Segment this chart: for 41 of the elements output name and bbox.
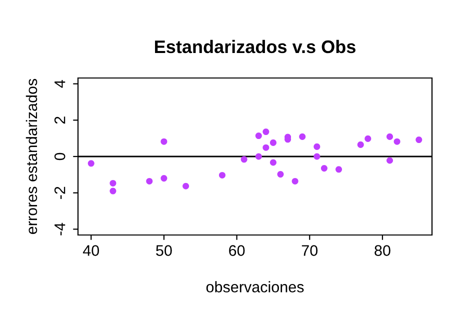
point (320, 165, 328, 172)
point (88, 160, 94, 167)
point (336, 166, 342, 173)
point (240, 156, 248, 163)
x-tick-label: 80 (374, 245, 390, 256)
point (277, 171, 284, 178)
point (110, 188, 116, 194)
x-tick-label: 70 (302, 245, 318, 256)
point (314, 153, 320, 160)
y-tick-label: 4 (54, 80, 66, 88)
point (394, 138, 400, 145)
y-tick-label: -4 (54, 222, 66, 236)
point (146, 178, 153, 184)
chart-title: Estandarizados v.s Obs (155, 40, 356, 54)
y-tick-label: 0 (54, 152, 66, 160)
point (182, 182, 190, 190)
point (386, 133, 394, 140)
point (218, 172, 226, 178)
point (160, 138, 168, 145)
point (270, 139, 276, 146)
point (357, 141, 364, 148)
x-tick-label: 40 (82, 245, 100, 256)
x-tick-label: 60 (229, 245, 245, 256)
y-axis-title: errores estandarizados (26, 78, 38, 234)
point (292, 178, 298, 184)
point (416, 136, 422, 144)
point (364, 135, 372, 142)
x-tick-label: 50 (156, 245, 172, 256)
y-tick-label: -2 (54, 186, 66, 199)
x-axis-title: observaciones (206, 281, 304, 292)
point (262, 128, 270, 136)
point (262, 144, 270, 151)
point (299, 133, 306, 140)
point (314, 143, 320, 150)
point (160, 175, 168, 182)
point (270, 159, 276, 166)
y-tick-label: 2 (54, 116, 66, 124)
point (255, 132, 262, 140)
point (110, 180, 116, 186)
point (386, 157, 394, 164)
point (255, 153, 262, 160)
